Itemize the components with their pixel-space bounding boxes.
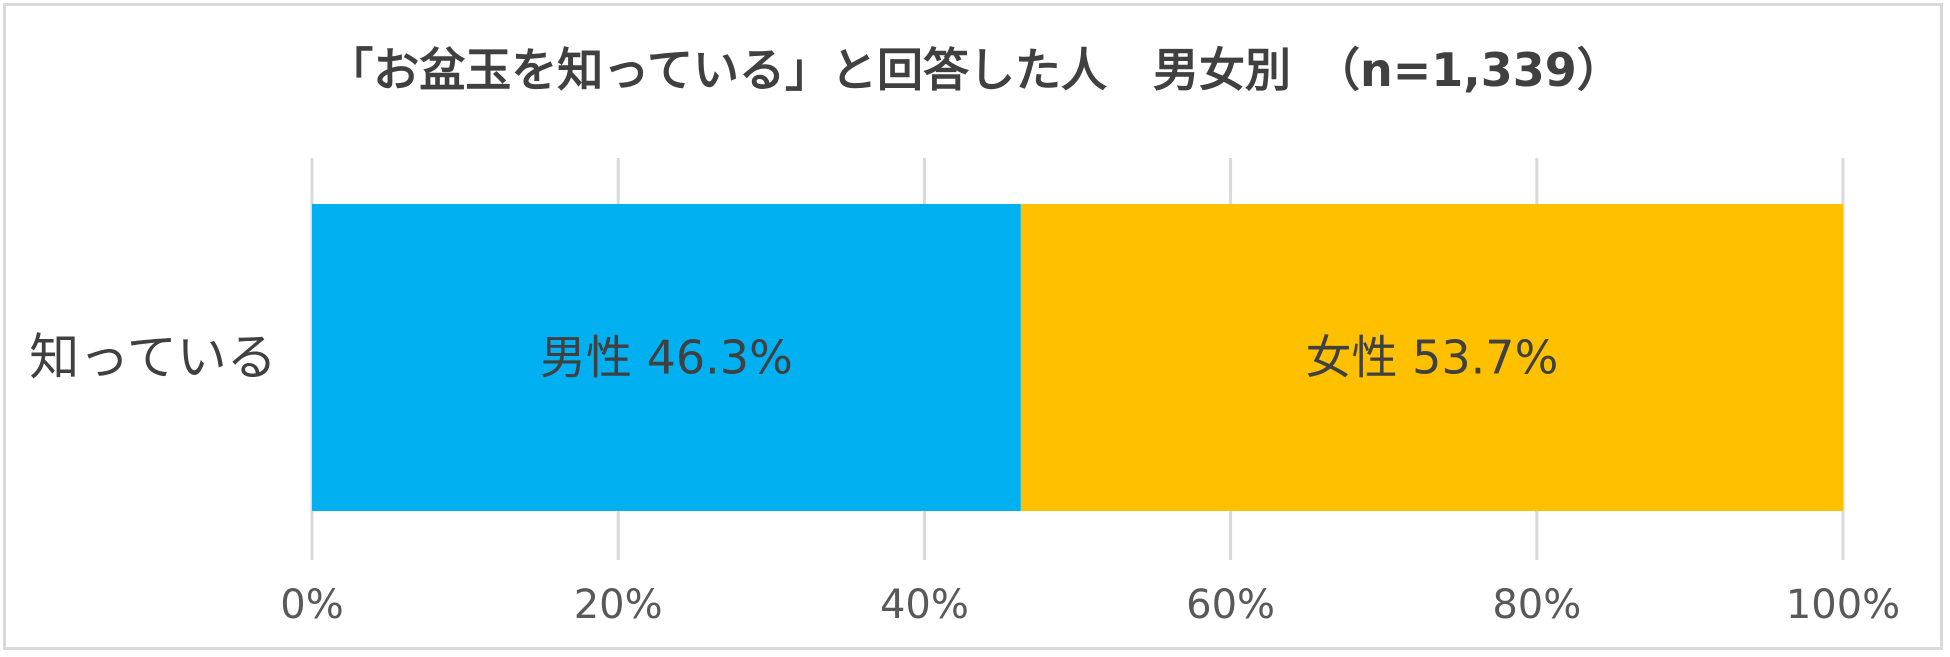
chart-title: 「お盆玉を知っている」と回答した人 男女別 （n=1,339） <box>327 43 1623 97</box>
category-label: 知っている <box>29 329 277 387</box>
data-label-male: 男性 46.3% <box>540 331 793 385</box>
data-label-female: 女性 53.7% <box>1306 331 1559 385</box>
bar-female <box>1020 204 1843 511</box>
x-tick-label-80: 80% <box>1492 582 1581 628</box>
x-tick-label-20: 20% <box>574 582 663 628</box>
bars: 男性 46.3% 女性 53.7% <box>312 204 1843 511</box>
x-tick-label-100: 100% <box>1786 582 1900 628</box>
category-labels: 知っている <box>29 329 277 387</box>
x-tick-label-60: 60% <box>1186 582 1275 628</box>
bar-male <box>312 204 1021 511</box>
x-axis-tick-labels: 0% 20% 40% 60% 80% 100% <box>280 582 1900 628</box>
x-tick-label-40: 40% <box>880 582 969 628</box>
x-tick-label-0: 0% <box>280 582 343 628</box>
